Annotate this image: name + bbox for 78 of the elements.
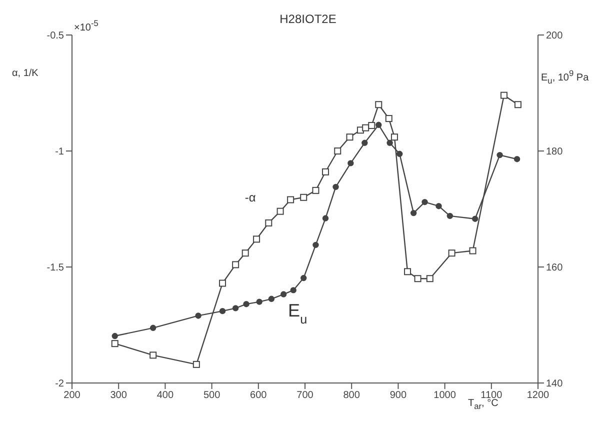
y2-tick-label: 180 <box>546 146 564 158</box>
point <box>448 250 456 257</box>
point <box>312 242 319 248</box>
x-tick-label: 400 <box>156 390 174 402</box>
point <box>422 198 428 206</box>
point <box>362 140 368 146</box>
point <box>322 168 330 176</box>
point <box>426 275 434 282</box>
x-axis-title: T$_{ar}$, °C <box>468 398 498 411</box>
text: ×10$^{-5}$ <box>74 18 98 34</box>
point <box>242 250 249 257</box>
point <box>496 152 503 158</box>
x-tick-label: 600 <box>250 390 268 402</box>
x-tick-label: 900 <box>390 390 407 402</box>
y-tick-label: -0.5 <box>46 30 64 42</box>
y2-axis-title: E$_{u}$, 10$^{9}$ Pa <box>541 68 589 86</box>
point <box>446 212 454 220</box>
point <box>300 274 307 282</box>
point <box>219 308 226 314</box>
series-label: -α <box>244 190 256 204</box>
point <box>500 92 508 99</box>
point <box>280 291 287 298</box>
point <box>287 196 294 204</box>
x-tick-label: 200 <box>64 390 81 402</box>
point <box>219 280 226 287</box>
y-tick-label: -2 <box>55 378 64 390</box>
x-tick-label: 1000 <box>434 390 456 402</box>
x-tick-label: 300 <box>110 390 128 402</box>
point <box>334 148 342 154</box>
x-tick-label: 800 <box>343 390 360 402</box>
point <box>469 247 476 254</box>
chart-title: H28IOT2E <box>278 12 338 26</box>
y-tick-label: -1 <box>55 146 64 158</box>
point <box>112 332 118 340</box>
point <box>414 275 422 282</box>
point <box>256 298 262 305</box>
x-tick-label: 700 <box>296 390 314 402</box>
series-label: E$_{u}$ <box>288 300 308 326</box>
point <box>332 184 339 190</box>
point <box>410 210 417 216</box>
x-tick-label: 500 <box>203 390 221 402</box>
point <box>404 268 412 276</box>
point <box>348 160 354 166</box>
point <box>150 352 157 359</box>
point <box>322 215 329 222</box>
point <box>514 101 522 108</box>
point <box>232 261 240 268</box>
point <box>396 150 403 157</box>
point <box>253 236 260 243</box>
point <box>265 219 272 226</box>
point <box>368 122 376 129</box>
point <box>150 324 156 331</box>
point <box>386 140 393 146</box>
point <box>111 340 118 348</box>
point <box>375 101 382 108</box>
point <box>290 287 296 294</box>
point <box>376 122 382 128</box>
point <box>268 296 275 302</box>
point <box>346 134 354 141</box>
point <box>232 305 239 312</box>
point <box>385 115 392 122</box>
point <box>390 134 398 141</box>
point <box>243 301 250 308</box>
y2-tick-label: 160 <box>546 262 564 274</box>
point <box>300 194 308 201</box>
y-axis-title: α, 1/K <box>12 68 38 79</box>
point <box>436 203 442 210</box>
point <box>312 186 320 194</box>
y2-tick-label: 140 <box>546 378 564 390</box>
point <box>195 312 202 319</box>
point <box>472 216 478 222</box>
point <box>514 156 520 162</box>
point <box>276 208 284 215</box>
point <box>362 124 370 132</box>
x-tick-label: 1200 <box>526 390 550 402</box>
y-tick-label: -1.5 <box>46 262 64 274</box>
point <box>192 360 200 368</box>
y2-tick-label: 200 <box>546 30 564 42</box>
